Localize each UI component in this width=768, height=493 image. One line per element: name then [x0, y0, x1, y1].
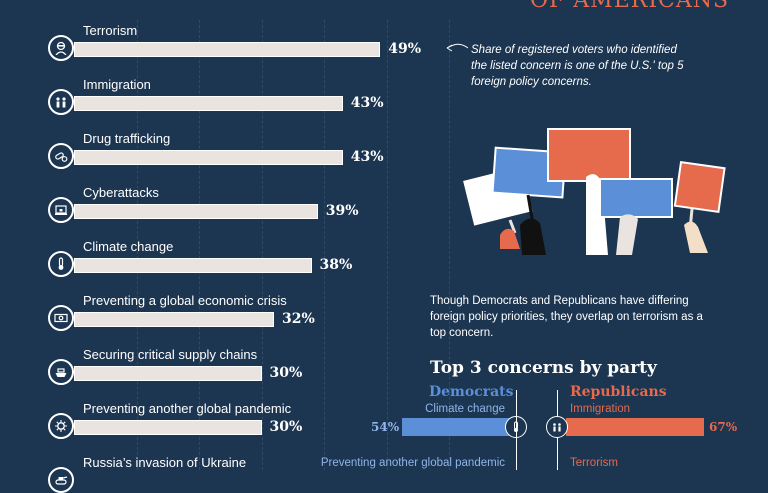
category-label: Securing critical supply chains — [83, 347, 258, 362]
category-label: Climate change — [83, 239, 174, 254]
value-label: 39% — [325, 203, 359, 219]
grid-line — [136, 20, 138, 470]
value-label: 30% — [269, 419, 303, 435]
infographic: OF AMERICANS Terrorism 49% Immigration 43% D… — [48, 0, 738, 493]
republicans-item-2-label: Terrorism — [570, 457, 618, 469]
grid-line — [324, 20, 325, 470]
bar — [74, 204, 318, 219]
bar — [74, 42, 381, 57]
grid-line — [261, 20, 263, 470]
value-label: 43% — [350, 149, 384, 165]
grid-line — [386, 20, 388, 470]
category-label: Preventing a global economic crisis — [83, 293, 287, 308]
grid-line — [449, 20, 450, 470]
democrats-heading: Democrats — [429, 384, 514, 400]
virus-icon — [48, 413, 74, 439]
category-label: Preventing another global pandemic — [83, 401, 292, 416]
party-section-title: Top 3 concerns by party — [430, 358, 657, 378]
republicans-heading: Republicans — [570, 384, 667, 400]
democrats-item-2-label: Preventing another global pandemic — [320, 457, 505, 469]
category-label: Cyberattacks — [83, 185, 159, 200]
tank-icon — [48, 467, 74, 493]
republicans-item-1-value: 67% — [709, 420, 738, 434]
category-label: Immigration — [83, 77, 151, 92]
bar — [74, 312, 274, 327]
protest-signs-illustration — [463, 128, 726, 255]
bar — [74, 96, 343, 111]
value-label: 32% — [282, 311, 315, 327]
people-icon — [48, 89, 74, 115]
pills-icon — [48, 143, 74, 169]
republicans-item-1-bar — [566, 418, 704, 436]
annotation-arrow-icon — [446, 43, 469, 52]
bar — [74, 366, 262, 381]
people-icon — [546, 416, 568, 438]
thermometer-icon — [48, 251, 74, 277]
category-label: Russia’s invasion of Ukraine — [83, 455, 247, 470]
money-icon — [48, 305, 74, 331]
democrats-item-1-value: 54% — [371, 420, 400, 434]
ship-icon — [48, 359, 74, 385]
value-label: 38% — [319, 257, 353, 273]
heading-fragment: OF AMERICANS — [530, 0, 730, 13]
value-label: 49% — [388, 41, 422, 57]
democrats-item-1-label: Climate change — [425, 403, 505, 415]
bar — [74, 150, 343, 165]
intro-text: Though Democrats and Republicans have di… — [430, 295, 703, 339]
category-label: Terrorism — [83, 23, 138, 38]
bar — [74, 420, 262, 435]
value-label: 30% — [269, 365, 303, 381]
category-label: Drug trafficking — [83, 131, 171, 146]
grid-line — [199, 20, 200, 470]
republicans-item-1-label: Immigration — [570, 403, 631, 415]
democrats-divider — [516, 390, 517, 470]
laptop-lock-icon — [48, 197, 74, 223]
bar — [74, 258, 312, 273]
annotation-text: Share of registered voters who identifie… — [471, 44, 684, 88]
value-label: 43% — [350, 95, 384, 111]
democrats-item-1-bar — [402, 418, 512, 436]
masked-person-icon — [48, 35, 74, 61]
